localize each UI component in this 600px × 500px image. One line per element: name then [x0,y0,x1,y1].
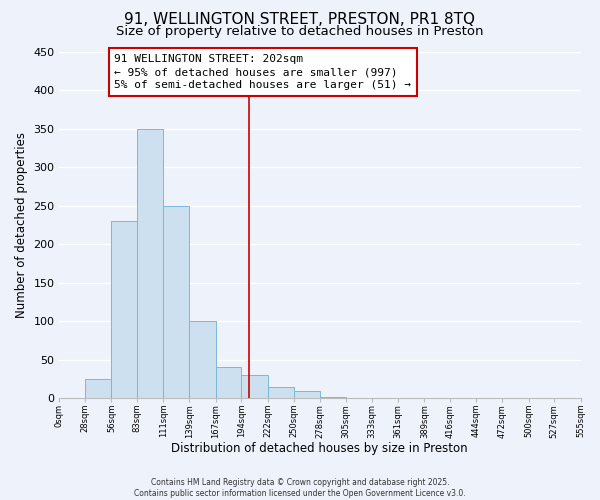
Bar [137,128,163,398]
Bar [112,221,137,398]
Text: 91 WELLINGTON STREET: 202sqm
← 95% of detached houses are smaller (997)
5% of se: 91 WELLINGTON STREET: 202sqm ← 95% of de… [115,54,412,90]
Bar [216,368,241,398]
Text: 91, WELLINGTON STREET, PRESTON, PR1 8TQ: 91, WELLINGTON STREET, PRESTON, PR1 8TQ [125,12,476,28]
Bar [163,206,190,398]
Text: Size of property relative to detached houses in Preston: Size of property relative to detached ho… [116,25,484,38]
Bar [85,379,112,398]
Text: Contains HM Land Registry data © Crown copyright and database right 2025.
Contai: Contains HM Land Registry data © Crown c… [134,478,466,498]
Bar [190,321,216,398]
Bar [320,396,346,398]
Y-axis label: Number of detached properties: Number of detached properties [15,132,28,318]
Bar [294,390,320,398]
X-axis label: Distribution of detached houses by size in Preston: Distribution of detached houses by size … [172,442,468,455]
Bar [241,375,268,398]
Bar [268,386,294,398]
